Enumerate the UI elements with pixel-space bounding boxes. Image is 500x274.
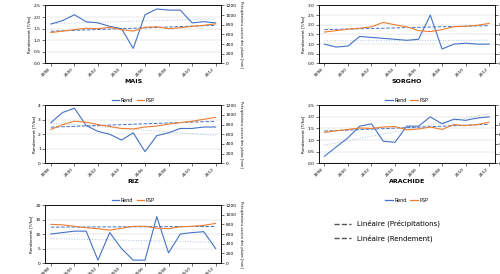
Y-axis label: Rendement [T/ha]: Rendement [T/ha]: [302, 116, 306, 153]
Legend: Rend, PSP: Rend, PSP: [384, 96, 430, 105]
X-axis label: ARACHIDE: ARACHIDE: [388, 179, 425, 184]
Legend: Rend, PSP: Rend, PSP: [110, 196, 156, 205]
X-axis label: MAIS: MAIS: [124, 79, 142, 84]
Y-axis label: Précipitations saison des pluies [mm]: Précipitations saison des pluies [mm]: [238, 1, 242, 68]
Y-axis label: Rendement [T/ha]: Rendement [T/ha]: [29, 215, 33, 253]
X-axis label: SORGHO: SORGHO: [392, 79, 422, 84]
Y-axis label: Rendement [T/ha]: Rendement [T/ha]: [32, 116, 36, 153]
Legend: Rend, PSP: Rend, PSP: [384, 196, 430, 205]
Y-axis label: Précipitations saison des pluies [mm]: Précipitations saison des pluies [mm]: [238, 201, 242, 267]
X-axis label: RIZ: RIZ: [128, 179, 139, 184]
Legend: Rend, PSP: Rend, PSP: [110, 96, 156, 105]
Y-axis label: Précipitations saison des pluies [mm]: Précipitations saison des pluies [mm]: [238, 101, 242, 168]
Legend: Linéaire (Précipitations), Linéaire (Rendement): Linéaire (Précipitations), Linéaire (Ren…: [331, 217, 442, 245]
Y-axis label: Rendement [T/ha]: Rendement [T/ha]: [302, 16, 306, 53]
Y-axis label: Rendement [T/ha]: Rendement [T/ha]: [28, 16, 32, 53]
